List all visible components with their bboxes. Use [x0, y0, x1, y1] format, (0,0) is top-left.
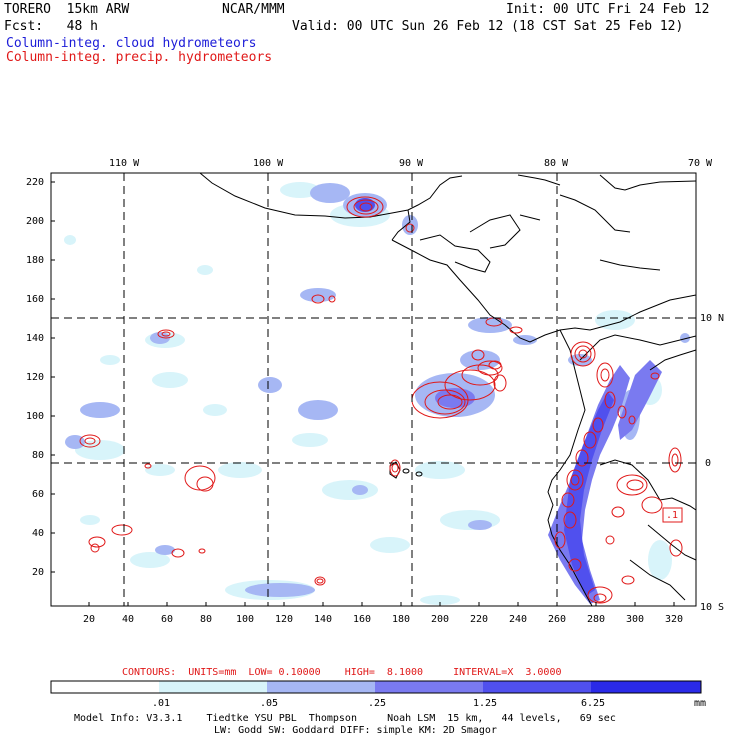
map-frame-bg	[51, 173, 696, 606]
max-marker-label: .1	[666, 510, 679, 521]
x-tick-label: 260	[548, 614, 567, 625]
colorbar-swatch-1	[159, 681, 267, 693]
lat-label-0: 0	[705, 458, 712, 469]
x-tick-label: 320	[665, 614, 684, 625]
graticule	[51, 173, 696, 606]
colorbar-label: 1.25	[473, 698, 498, 709]
lon-label-70w: 70 W	[688, 158, 713, 169]
y-tick-label: 160	[26, 294, 45, 305]
axis-ticks	[51, 181, 675, 606]
y-tick-label: 200	[26, 216, 45, 227]
y-tick-label: 80	[32, 450, 45, 461]
x-tick-label: 100	[236, 614, 255, 625]
lon-label-80w: 80 W	[544, 158, 569, 169]
model-info: Model Info: V3.3.1 Tiedtke YSU PBL Thomp…	[74, 713, 616, 724]
x-tick-label: 80	[200, 614, 213, 625]
x-tick-label: 20	[83, 614, 96, 625]
colorbar-label: 6.25	[581, 698, 606, 709]
x-tick-label: 300	[626, 614, 645, 625]
y-tick-label: 220	[26, 177, 45, 188]
contour-info: CONTOURS: UNITS=mm LOW= 0.10000 HIGH= 8.…	[122, 667, 562, 678]
cloud-legend: Column-integ. cloud hydrometeors	[6, 36, 257, 51]
x-tick-label: 180	[392, 614, 411, 625]
lon-label-90w: 90 W	[399, 158, 424, 169]
colorbar-label: .01	[152, 698, 171, 709]
itcz-cloud-core	[435, 388, 475, 408]
y-tick-label: 20	[32, 567, 45, 578]
forecast-hour: Fcst: 48 h	[4, 19, 98, 34]
y-tick-label: 40	[32, 528, 45, 539]
lat-label-10n: 10 N	[700, 313, 725, 324]
precip-legend: Column-integ. precip. hydrometeors	[6, 50, 273, 65]
model-title: TORERO 15km ARW	[4, 2, 130, 17]
y-tick-label: 180	[26, 255, 45, 266]
colorbar-swatch-2	[267, 681, 375, 693]
colorbar-swatch-3	[375, 681, 483, 693]
colorbar-unit: mm	[694, 698, 707, 709]
colorbar-swatch-0	[51, 681, 159, 693]
precip-contours	[79, 196, 683, 604]
andes-cloud-core	[564, 392, 614, 596]
colorbar-swatch-4	[483, 681, 591, 693]
colorbar-label: .05	[260, 698, 279, 709]
x-tick-label: 120	[275, 614, 294, 625]
x-tick-label: 40	[122, 614, 135, 625]
max-marker-box	[662, 507, 683, 523]
colorbar	[50, 680, 702, 694]
map-frame	[50, 172, 697, 607]
physics-info: LW: Godd SW: Goddard DIFF: simple KM: 2D…	[214, 725, 497, 736]
light-cloud-shading	[64, 182, 672, 605]
y-tick-label: 140	[26, 333, 45, 344]
init-time: Init: 00 UTC Fri 24 Feb 12	[506, 2, 710, 17]
y-tick-label: 60	[32, 489, 45, 500]
center-label: NCAR/MMM	[222, 2, 285, 17]
valid-time: Valid: 00 UTC Sun 26 Feb 12 (18 CST Sat …	[292, 19, 684, 34]
colorbar-swatch-5	[591, 681, 701, 693]
colorbar-frame	[50, 680, 702, 694]
x-tick-label: 240	[509, 614, 528, 625]
lat-label-10s: 10 S	[700, 602, 725, 613]
coastlines	[199, 172, 697, 607]
y-tick-label: 120	[26, 372, 45, 383]
x-tick-label: 60	[161, 614, 174, 625]
y-tick-label: 100	[26, 411, 45, 422]
x-tick-label: 280	[587, 614, 606, 625]
x-tick-label: 220	[470, 614, 489, 625]
lon-label-110w: 110 W	[109, 158, 140, 169]
x-tick-label: 200	[431, 614, 450, 625]
colorbar-label: .25	[368, 698, 387, 709]
lon-label-100w: 100 W	[253, 158, 284, 169]
x-tick-label: 140	[314, 614, 333, 625]
x-tick-label: 160	[353, 614, 372, 625]
